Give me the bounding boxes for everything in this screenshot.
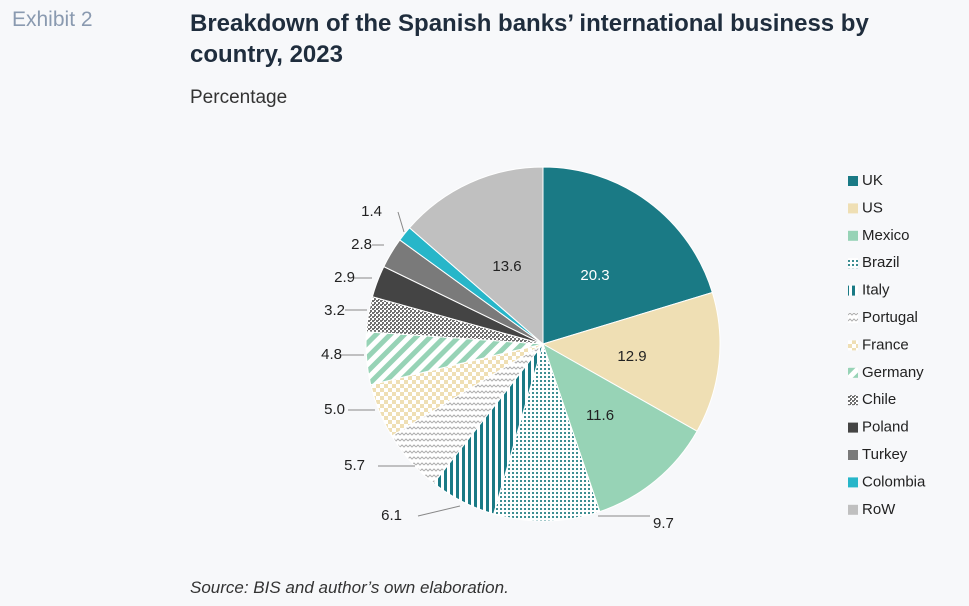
- value-label-poland: 2.9: [334, 269, 355, 286]
- legend-label-poland: Poland: [862, 419, 909, 436]
- value-label-france: 5.0: [324, 401, 345, 418]
- value-label-us: 12.9: [617, 348, 646, 365]
- pie-slice-row: [408, 166, 544, 346]
- pie-slice-mexico: [542, 342, 698, 513]
- value-label-germany: 4.8: [321, 346, 342, 363]
- value-label-chile: 3.2: [324, 302, 345, 319]
- legend-label-turkey: Turkey: [862, 446, 908, 463]
- pie-slice-uk: [542, 166, 713, 345]
- legend-swatch-poland: [848, 422, 858, 433]
- legend-swatch-italy: [848, 285, 858, 296]
- legend-swatch-us: [848, 203, 858, 214]
- source-note: Source: BIS and author’s own elaboration…: [190, 578, 509, 597]
- legend-swatch-brazil: [848, 258, 858, 269]
- legend-swatch-germany: [848, 367, 858, 378]
- legend-label-mexico: Mexico: [862, 227, 910, 244]
- legend-swatch-uk: [848, 176, 858, 186]
- legend-label-france: France: [862, 336, 909, 353]
- value-labels: 20.3 12.9 11.6 9.7 6.1 5.7 5.0 4.8 3.2 2.9 2.8 1.4 1…: [321, 203, 674, 532]
- legend-label-germany: Germany: [862, 364, 924, 381]
- value-label-portugal: 5.7: [344, 457, 365, 474]
- value-label-row: 13.6: [492, 258, 521, 275]
- legend-label-us: US: [862, 199, 883, 216]
- legend-swatch-row: [848, 504, 858, 515]
- value-label-brazil: 9.7: [653, 515, 674, 532]
- legend-swatch-turkey: [848, 450, 858, 460]
- legend-label-chile: Chile: [862, 391, 896, 408]
- legend-label-row: RoW: [862, 501, 896, 518]
- pie-slices: [365, 166, 721, 522]
- legend-swatch-portugal: [848, 313, 858, 323]
- legend-swatch-colombia: [848, 477, 858, 488]
- leader-line-colombia: [397, 211, 405, 233]
- value-label-turkey: 2.8: [351, 236, 372, 253]
- legend: UK US Mexico Brazil Italy Portugal France Germa…: [848, 172, 926, 518]
- legend-label-italy: Italy: [862, 282, 890, 299]
- legend-label-colombia: Colombia: [862, 473, 926, 490]
- value-label-mexico: 11.6: [586, 407, 614, 424]
- leader-line-italy: [417, 505, 461, 517]
- legend-swatch-chile: [848, 395, 858, 406]
- legend-label-brazil: Brazil: [862, 254, 900, 271]
- legend-label-uk: UK: [862, 172, 883, 189]
- legend-label-portugal: Portugal: [862, 309, 918, 326]
- pie-slice-brazil: [493, 342, 601, 522]
- value-label-colombia: 1.4: [361, 203, 382, 220]
- pie-slice-us: [541, 291, 721, 432]
- leader-lines: [340, 211, 650, 517]
- legend-swatch-mexico: [848, 230, 858, 241]
- legend-swatch-france: [848, 340, 858, 351]
- value-label-uk: 20.3: [580, 267, 609, 284]
- chart-title: Breakdown of the Spanish banks’ internat…: [190, 10, 869, 68]
- chart-subtitle: Percentage: [190, 87, 288, 108]
- value-label-italy: 6.1: [381, 507, 402, 524]
- exhibit-label: Exhibit 2: [12, 8, 93, 31]
